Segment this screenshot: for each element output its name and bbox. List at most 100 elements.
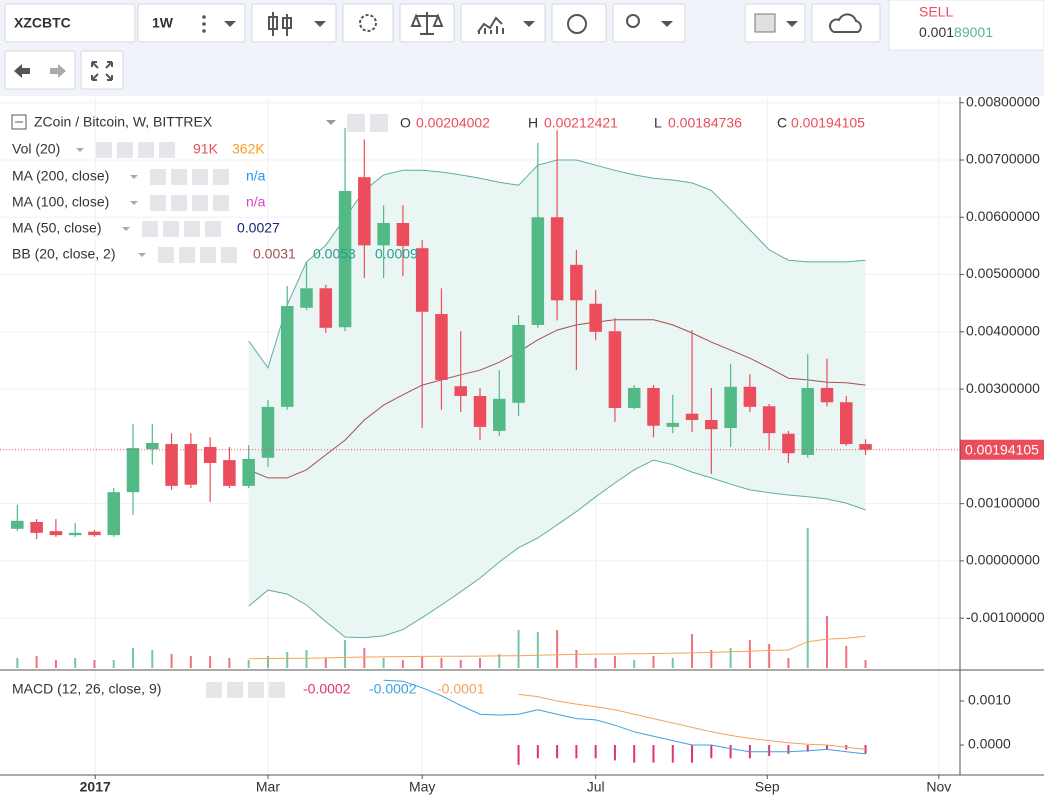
price-label: 0.00194105	[965, 441, 1039, 457]
gear-icon[interactable]	[370, 114, 388, 132]
candle-body	[223, 460, 236, 486]
collapse-icon[interactable]	[11, 114, 27, 130]
volume-bar	[74, 658, 77, 668]
top-toolbar: XZCBTC 1W SELL 0.00189001	[4, 0, 1044, 51]
indicator-icon[interactable]	[96, 142, 112, 158]
indicator-icon[interactable]	[248, 682, 264, 698]
indicator-icon[interactable]	[179, 247, 195, 263]
macd-value: -0.0002	[303, 681, 351, 697]
macd-histogram-bar	[575, 745, 578, 759]
indicator-icon[interactable]	[206, 682, 222, 698]
ideas-button[interactable]	[612, 3, 686, 43]
candle-body	[203, 446, 217, 463]
indicator-icon[interactable]	[158, 247, 174, 263]
indicator-icon[interactable]	[159, 142, 175, 158]
candle-body	[647, 387, 660, 426]
indicator-icon[interactable]	[192, 195, 208, 211]
volume-bar	[266, 655, 269, 668]
indicator-icon[interactable]	[142, 221, 158, 237]
indicator-icon[interactable]	[269, 682, 285, 698]
fullscreen-button[interactable]	[80, 50, 124, 90]
candle-body	[49, 531, 63, 536]
macd-value: -0.0002	[369, 681, 417, 697]
candle-body	[512, 324, 525, 403]
indicator-value: 0.0027	[237, 220, 280, 236]
x-tick-label: Sep	[755, 779, 780, 795]
volume-bar	[536, 632, 539, 668]
legend: ZCoin / Bitcoin, W, BITTREX O 0.00204002 H…	[11, 114, 865, 698]
candle-body	[358, 177, 371, 246]
indicator-icon[interactable]	[192, 169, 208, 185]
volume-bar	[671, 658, 674, 668]
candle-body	[11, 520, 24, 529]
sell-price-tail: 89001	[954, 24, 993, 40]
indicator-icon[interactable]	[184, 221, 200, 237]
eye-icon[interactable]	[347, 114, 365, 132]
price-label-bg	[960, 439, 1044, 460]
indicator-icon[interactable]	[221, 247, 237, 263]
volume-bar	[633, 660, 636, 668]
volume-bar	[363, 648, 366, 668]
candle-body	[377, 222, 390, 246]
dot	[202, 22, 206, 26]
macd-histogram-bar	[864, 745, 867, 754]
series-title: ZCoin / Bitcoin, W, BITTREX	[34, 114, 213, 130]
indicator-label: MA (100, close)	[12, 194, 109, 210]
indicator-icon[interactable]	[163, 221, 179, 237]
volume-bar	[54, 660, 57, 668]
candle-body	[280, 306, 294, 407]
indicator-label: MA (200, close)	[12, 168, 109, 184]
volume-bar	[729, 648, 732, 668]
candle-body	[435, 314, 448, 380]
x-tick-label: Jul	[587, 779, 605, 795]
sell-price: 0.00189001	[919, 24, 993, 40]
volume-bar	[864, 660, 867, 668]
ohlc-value: 0.00194105	[791, 115, 865, 131]
indicator-icon[interactable]	[150, 169, 166, 185]
candle-body	[30, 521, 43, 533]
candle-body	[415, 248, 429, 312]
x-tick-label: May	[409, 779, 435, 795]
indicator-value: 91K	[193, 141, 219, 157]
indicator-value: n/a	[246, 194, 266, 210]
cloud-button[interactable]	[811, 3, 881, 43]
y-tick-label: 0.00500000	[966, 265, 1040, 281]
dropdown-arrow	[661, 21, 673, 27]
indicator-icon[interactable]	[171, 169, 187, 185]
candle-body	[88, 531, 101, 536]
indicator-icon[interactable]	[150, 195, 166, 211]
settings-button[interactable]	[342, 3, 394, 43]
indicator-value: 362K	[232, 141, 265, 157]
indicator-icon[interactable]	[205, 221, 221, 237]
undo-redo[interactable]	[4, 50, 76, 90]
y-tick-label: 0.00300000	[966, 380, 1040, 396]
candle-body	[685, 413, 699, 421]
indicator-icon[interactable]	[227, 682, 243, 698]
indicator-icon[interactable]	[138, 142, 154, 158]
volume-bar	[151, 650, 154, 668]
interval-box[interactable]	[137, 3, 246, 43]
indicator-icon[interactable]	[213, 195, 229, 211]
alert-button[interactable]	[551, 3, 607, 43]
volume-bar	[652, 655, 655, 668]
indicator-icon[interactable]	[200, 247, 216, 263]
ohlc-name: H	[528, 115, 538, 131]
indicator-value: n/a	[246, 168, 266, 184]
undo-icon	[14, 64, 30, 78]
indicators-button[interactable]	[460, 3, 546, 43]
indicator-icon[interactable]	[117, 142, 133, 158]
macd-histogram-bar	[633, 745, 636, 763]
macd-histogram-bar	[652, 745, 655, 763]
indicator-icon[interactable]	[213, 169, 229, 185]
dropdown-arrow	[326, 120, 336, 125]
symbol-box[interactable]	[4, 3, 136, 43]
ohlc-name: L	[654, 115, 662, 131]
volume-ma-line	[248, 635, 866, 660]
sell-box[interactable]	[888, 0, 1044, 51]
volume-bar	[806, 528, 809, 668]
candle-body	[570, 264, 583, 301]
y-tick-label: 0.00700000	[966, 151, 1040, 167]
indicator-icon[interactable]	[171, 195, 187, 211]
candle-body	[242, 458, 255, 486]
indicator-label: Vol (20)	[12, 141, 60, 157]
